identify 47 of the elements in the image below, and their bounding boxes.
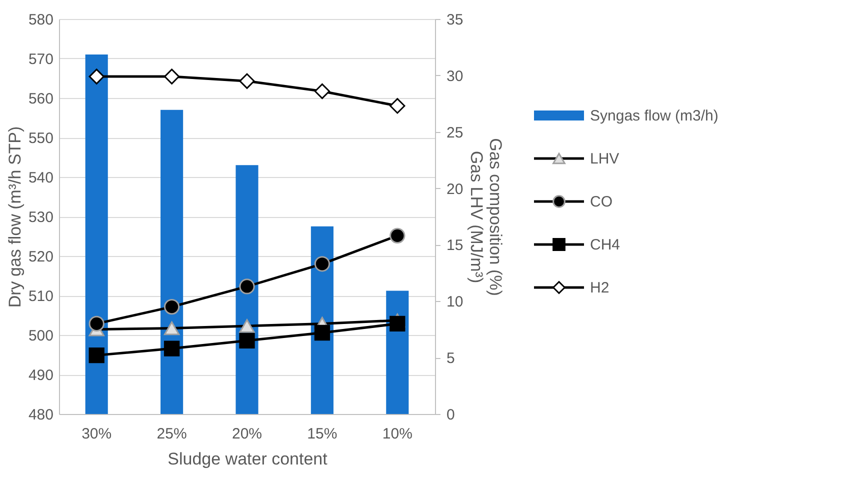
point [164,340,180,356]
y2-tick-label: 0 [446,406,455,424]
x-tick-label: 15% [307,426,338,442]
legend-label: CH4 [590,236,620,254]
y2-tick-label: 30 [446,68,464,85]
point [314,83,330,100]
y-tick-label: 550 [28,130,54,147]
y2-tick-label: 5 [446,350,455,368]
y-tick-label: 570 [28,51,54,68]
legend-label: LHV [590,150,620,168]
y2-tick-label: 25 [446,124,464,142]
y-tick-label: 490 [28,367,54,384]
point [88,68,104,84]
y-axis-title: Dry gas flow (m³/h STP) [5,126,24,308]
legend-label: H2 [590,280,610,296]
point [164,68,180,84]
legend-label: Syngas flow (m3/h) [590,108,718,124]
x-tick-label: 20% [232,426,262,442]
x-tick-label: 10% [382,426,412,442]
point [88,347,104,364]
point [239,278,255,294]
y-tick-label: 560 [28,90,54,108]
y2-axis-title: Gas composition (%) Gas LHV (MJ/m³) [467,138,506,296]
point [390,228,406,244]
y2-tick-label: 35 [446,12,464,28]
y-tick-label: 540 [28,170,54,186]
y-tick-label: 530 [28,209,54,226]
point [314,324,330,341]
y-tick-label: 520 [28,248,54,266]
point [239,332,255,348]
y2-tick-label: 10 [446,294,464,311]
y-tick-label: 480 [28,406,54,424]
point [390,316,406,332]
y-tick-label: 580 [28,12,54,28]
x-tick-label: 25% [156,426,187,442]
y-tick-label: 500 [28,328,54,344]
y2-tick-label: 20 [446,180,464,198]
point [164,298,180,315]
x-axis-title: Sludge water content [168,450,328,468]
legend-label: CO [590,194,612,210]
point [390,98,406,114]
x-tick-label: 30% [82,426,112,442]
point [239,73,255,89]
y2-tick-label: 15 [446,237,464,254]
point [314,256,330,272]
point [88,316,104,332]
y-tick-label: 510 [28,288,54,305]
